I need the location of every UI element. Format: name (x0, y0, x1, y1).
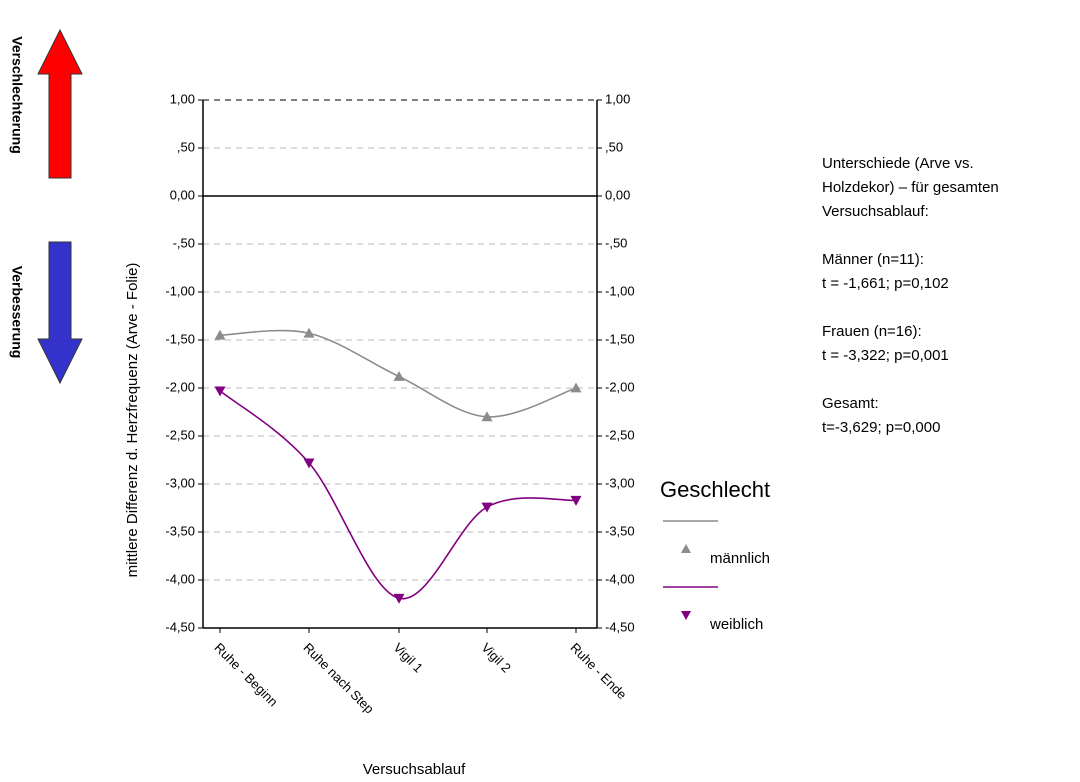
y-tick-label: -3,50 (165, 523, 195, 538)
y2-tick-label: -4,50 (605, 619, 635, 634)
marker (303, 327, 315, 338)
annotation: Unterschiede (Arve vs. (822, 155, 974, 172)
legend-marker (681, 611, 691, 620)
marker (481, 502, 493, 513)
annotation: Männer (n=11): (822, 251, 924, 268)
annotation: t = -1,661; p=0,102 (822, 275, 949, 292)
marker (214, 329, 226, 340)
annotation: Gesamt: (822, 395, 879, 412)
annotation: Holzdekor) – für gesamten (822, 179, 999, 196)
y-tick-label: -1,00 (165, 283, 195, 298)
y2-tick-label: -2,50 (605, 427, 635, 442)
legend-label: weiblich (709, 616, 763, 633)
y2-tick-label: -3,50 (605, 523, 635, 538)
y2-tick-label: 1,00 (605, 91, 630, 106)
y-tick-label: -1,50 (165, 331, 195, 346)
y-tick-label: -4,00 (165, 571, 195, 586)
x-tick-label: Ruhe - Ende (567, 640, 629, 702)
annotation: Frauen (n=16): (822, 323, 922, 340)
annotation: t = -3,322; p=0,001 (822, 347, 949, 364)
y2-tick-label: 0,00 (605, 187, 630, 202)
arrow-label: Verbesserung (9, 266, 25, 359)
x-axis-title: Versuchsablauf (363, 761, 466, 778)
y2-tick-label: -1,00 (605, 283, 635, 298)
legend-marker (681, 544, 691, 553)
series-line (219, 390, 577, 600)
arrow-up (37, 28, 83, 179)
y2-tick-label: -3,00 (605, 475, 635, 490)
y2-tick-label: -,50 (605, 235, 627, 250)
marker (570, 495, 582, 506)
y-axis-title: mittlere Differenz d. Herzfrequenz (Arve… (124, 263, 141, 578)
x-tick-label: Vigil 1 (390, 640, 425, 675)
marker (393, 370, 405, 381)
marker (214, 386, 226, 397)
annotation: t=-3,629; p=0,000 (822, 419, 940, 436)
marker (393, 593, 405, 604)
annotation: Versuchsablauf: (822, 203, 929, 220)
y-tick-label: 1,00 (170, 91, 195, 106)
legend-title: Geschlecht (660, 477, 770, 502)
y-tick-label: -2,00 (165, 379, 195, 394)
y-tick-label: -2,50 (165, 427, 195, 442)
y-tick-label: -3,00 (165, 475, 195, 490)
arrow-down (37, 241, 83, 385)
y-tick-label: -4,50 (165, 619, 195, 634)
marker (303, 458, 315, 469)
y-tick-label: -,50 (173, 235, 195, 250)
x-tick-label: Ruhe - Beginn (211, 640, 280, 709)
marker (570, 382, 582, 393)
x-tick-label: Vigil 2 (478, 640, 513, 675)
y-tick-label: 0,00 (170, 187, 195, 202)
y2-tick-label: -1,50 (605, 331, 635, 346)
y-tick-label: ,50 (177, 139, 195, 154)
legend-label: männlich (710, 550, 770, 567)
y2-tick-label: -2,00 (605, 379, 635, 394)
marker (481, 411, 493, 422)
y2-tick-label: -4,00 (605, 571, 635, 586)
x-tick-label: Ruhe nach Step (300, 640, 377, 717)
y2-tick-label: ,50 (605, 139, 623, 154)
arrow-label: Verschlechterung (9, 36, 25, 154)
